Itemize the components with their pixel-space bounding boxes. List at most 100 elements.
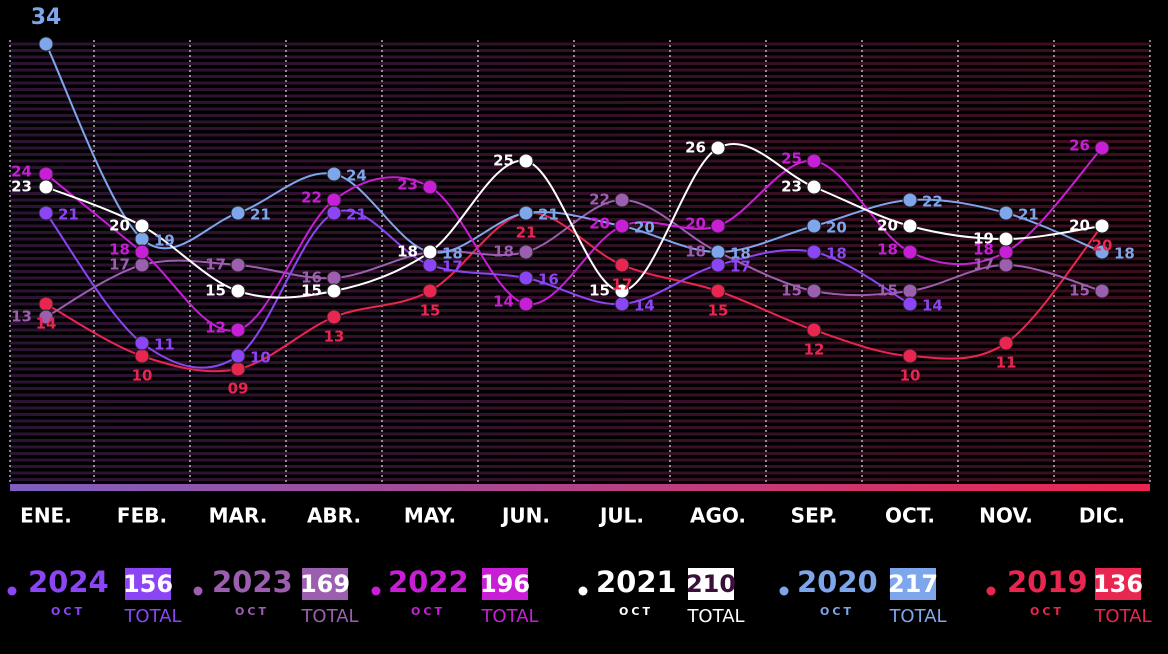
data-point	[518, 296, 534, 312]
value-label: 22	[589, 191, 610, 209]
legend-dot	[371, 586, 381, 596]
legend-dot	[578, 586, 588, 596]
legend-total-label: TOTAL	[123, 606, 181, 627]
legend-total-box	[302, 568, 348, 600]
data-point	[806, 153, 822, 169]
data-point	[38, 205, 54, 221]
value-label: 24	[346, 167, 367, 185]
value-label: 19	[973, 230, 994, 248]
value-label: 20	[826, 219, 847, 237]
value-label: 15	[205, 282, 226, 300]
value-label: 17	[205, 256, 226, 274]
data-point	[326, 283, 342, 299]
x-tick-label: JUL.	[598, 504, 644, 528]
legend-sub: OCT	[820, 605, 854, 618]
value-label: 24	[11, 163, 32, 181]
value-label: 23	[781, 178, 802, 196]
value-label: 26	[685, 139, 706, 157]
data-point	[230, 348, 246, 364]
x-tick-label: JUN.	[500, 504, 550, 528]
legend-total-label: TOTAL	[300, 606, 358, 627]
legend-name: 2022	[388, 565, 469, 599]
value-label: 19	[154, 232, 175, 250]
value-label: 15	[589, 282, 610, 300]
data-point	[518, 153, 534, 169]
data-point	[134, 257, 150, 273]
data-point	[1094, 244, 1110, 260]
value-label: 11	[996, 354, 1017, 372]
value-label: 14	[36, 315, 57, 333]
value-label: 16	[538, 271, 559, 289]
data-point	[902, 296, 918, 312]
data-point	[806, 244, 822, 260]
value-label: 20	[685, 215, 706, 233]
data-point	[1094, 140, 1110, 156]
x-tick-label: ABR.	[307, 504, 361, 528]
data-point	[614, 283, 630, 299]
value-label: 16	[301, 269, 322, 287]
legend-dot	[986, 586, 996, 596]
value-label: 22	[301, 189, 322, 207]
value-label: 14	[634, 297, 655, 315]
value-label: 20	[877, 217, 898, 235]
legend-total-box	[482, 568, 528, 600]
value-label: 15	[781, 282, 802, 300]
data-point	[326, 192, 342, 208]
value-label: 17	[442, 258, 463, 276]
legend-dot	[779, 586, 789, 596]
legend-total-label: TOTAL	[480, 606, 538, 627]
value-label: 13	[11, 308, 32, 326]
value-label: 18	[826, 245, 847, 263]
data-point	[230, 322, 246, 338]
data-point	[902, 283, 918, 299]
value-label: 34	[31, 5, 62, 30]
legend-name: 2024	[28, 565, 109, 599]
data-point	[614, 257, 630, 273]
value-label: 10	[132, 367, 153, 385]
data-point	[710, 218, 726, 234]
x-tick-label: MAR.	[209, 504, 268, 528]
data-point	[614, 192, 630, 208]
value-label: 18	[1114, 245, 1135, 263]
value-label: 10	[900, 367, 921, 385]
legend-total: 169	[300, 570, 350, 598]
x-tick-label: OCT.	[885, 504, 935, 528]
value-label: 14	[922, 297, 943, 315]
x-tick-label: FEB.	[117, 504, 167, 528]
data-point	[38, 36, 54, 52]
data-point	[230, 283, 246, 299]
legend-name: 2019	[1007, 565, 1088, 599]
legend-sub: OCT	[619, 605, 653, 618]
x-tick-label: AGO.	[690, 504, 746, 528]
value-label: 20	[634, 219, 655, 237]
data-point	[38, 309, 54, 325]
value-label: 15	[1069, 282, 1090, 300]
data-point	[806, 179, 822, 195]
data-point	[422, 244, 438, 260]
data-point	[710, 140, 726, 156]
data-point	[38, 166, 54, 182]
value-label: 18	[877, 241, 898, 259]
value-label: 20	[1092, 237, 1113, 255]
value-label: 21	[516, 224, 537, 242]
data-point	[998, 205, 1014, 221]
data-point	[134, 231, 150, 247]
points	[38, 36, 1110, 377]
data-point	[134, 348, 150, 364]
value-label: 12	[804, 341, 825, 359]
value-label: 18	[442, 245, 463, 263]
data-point	[710, 283, 726, 299]
x-tick-label: ENE.	[20, 504, 72, 528]
value-label: 21	[250, 206, 271, 224]
x-axis-bar	[10, 484, 1150, 491]
legend-sub: OCT	[1030, 605, 1064, 618]
data-point	[134, 244, 150, 260]
data-point	[134, 335, 150, 351]
dividers	[9, 40, 1151, 484]
legend-name: 2020	[797, 565, 878, 599]
legend-total-box	[125, 568, 171, 600]
data-point	[998, 335, 1014, 351]
data-point	[422, 257, 438, 273]
value-label: 13	[324, 328, 345, 346]
